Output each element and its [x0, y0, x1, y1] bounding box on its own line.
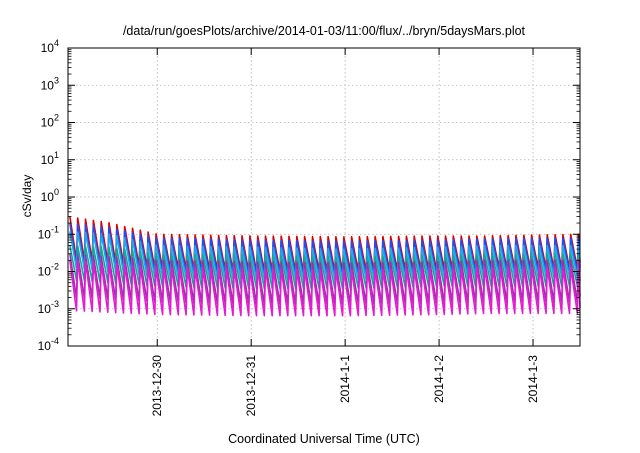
- x-tick-label: 2014-1-1: [338, 355, 352, 403]
- y-tick-label: 10-4: [38, 336, 59, 353]
- x-tick-label: 2014-1-2: [432, 355, 446, 403]
- y-tick-label: 103: [41, 75, 59, 92]
- x-tick-label: 2014-1-3: [526, 355, 540, 403]
- plot-frame: [67, 47, 581, 347]
- y-tick-label: 104: [41, 38, 59, 55]
- series-line-magenta: [69, 260, 581, 317]
- y-tick-label: 10-1: [38, 224, 59, 241]
- y-tick-label: 100: [41, 187, 59, 204]
- x-tick-label: 2013-12-30: [150, 355, 164, 417]
- y-axis-label: cSv/day: [20, 175, 34, 218]
- y-tick-label: 102: [41, 113, 59, 130]
- chart-title: /data/run/goesPlots/archive/2014-01-03/1…: [123, 24, 526, 38]
- y-tick-label: 10-3: [38, 299, 59, 316]
- x-tick-label: 2013-12-31: [244, 355, 258, 417]
- y-tick-label: 101: [41, 150, 59, 167]
- x-axis-label: Coordinated Universal Time (UTC): [228, 432, 420, 446]
- series-layer: [69, 216, 581, 317]
- axes-layer: 10-4 10-3 10-2 10-1 100 101 102 103 104 2013-12-3…: [38, 38, 581, 417]
- y-tick-label: 10-2: [38, 262, 59, 279]
